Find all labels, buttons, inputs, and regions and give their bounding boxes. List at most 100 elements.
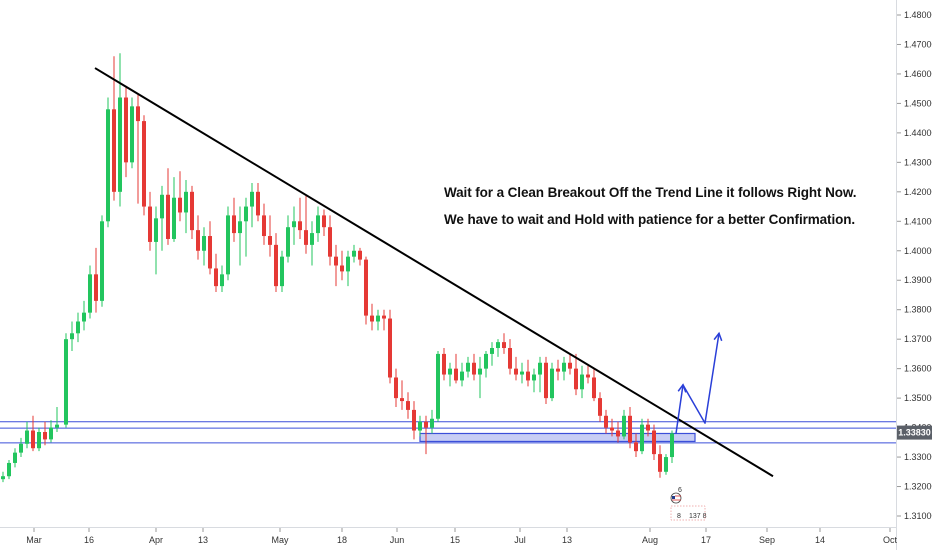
candle-body: [136, 106, 140, 122]
candle-body: [628, 415, 632, 443]
candle-body: [37, 432, 41, 449]
y-tick-label: 1.32000: [904, 482, 932, 492]
candle-body: [94, 274, 98, 301]
candle-body: [232, 215, 236, 234]
candle-body: [82, 312, 86, 322]
logo-text-c: 137 8: [689, 513, 707, 520]
candle-body: [544, 362, 548, 399]
y-tick-label: 1.42000: [904, 187, 932, 197]
candle-body: [520, 371, 524, 375]
candle-body: [304, 230, 308, 245]
candle-body: [466, 362, 470, 372]
candle-body: [184, 191, 188, 213]
candle-body: [538, 362, 542, 375]
candle-body: [88, 274, 92, 313]
candle-body: [592, 377, 596, 399]
y-tick-label: 1.46000: [904, 69, 932, 79]
candle-body: [382, 315, 386, 319]
candle-body: [334, 256, 338, 266]
candle-body: [118, 97, 122, 192]
candle-body: [502, 342, 506, 349]
trend-line-group: [94, 67, 774, 478]
candle-body: [472, 362, 476, 375]
support-zone: [419, 432, 696, 443]
candle-body: [226, 215, 230, 275]
candle-body: [388, 318, 392, 378]
candle-body: [430, 418, 434, 428]
x-tick-label: May: [271, 535, 289, 545]
candle-body: [238, 221, 242, 234]
projection-arrowhead-2: [713, 331, 723, 342]
y-tick-label: 1.36000: [904, 364, 932, 374]
candle-body: [604, 415, 608, 428]
support-zone-box: [419, 432, 696, 443]
y-tick-label: 1.47000: [904, 39, 932, 49]
candle-body: [190, 191, 194, 231]
price-tag-box: [897, 425, 932, 440]
candle-body: [202, 236, 206, 251]
x-tick-label: Jun: [390, 535, 405, 545]
y-tick-label: 1.43000: [904, 157, 932, 167]
candle-body: [496, 342, 500, 349]
candle-body: [406, 401, 410, 410]
x-tick-label: 13: [562, 535, 572, 545]
candle-body: [394, 377, 398, 399]
candle-body: [148, 206, 152, 242]
y-tick-label: 1.39000: [904, 275, 932, 285]
candle-body: [526, 371, 530, 381]
candle-body: [142, 121, 146, 207]
candle-body: [310, 233, 314, 245]
candle-body: [172, 197, 176, 239]
candle-body: [250, 191, 254, 207]
x-tick-label: 16: [84, 535, 94, 545]
y-tick-label: 1.40000: [904, 246, 932, 256]
candle-body: [646, 424, 650, 431]
candle-body: [43, 432, 47, 440]
logo-flag-circle: [670, 492, 682, 504]
candle-body: [412, 409, 416, 431]
candle-body: [352, 250, 356, 257]
trend-line: [94, 67, 774, 478]
y-tick-label: 1.44000: [904, 128, 932, 138]
candle-body: [160, 194, 164, 219]
y-tick-label: 1.38000: [904, 305, 932, 315]
candle-body: [25, 430, 29, 444]
candle-body: [616, 430, 620, 437]
candle-body: [370, 315, 374, 322]
candle-body: [442, 353, 446, 375]
candle-body: [484, 353, 488, 369]
x-tick-label: Mar: [26, 535, 42, 545]
candle-body: [418, 421, 422, 431]
candle-body: [154, 218, 158, 242]
candle-body: [19, 443, 23, 453]
candle-body: [358, 250, 362, 260]
x-tick-label: Sep: [759, 535, 775, 545]
logo-flag-canton: [672, 496, 675, 499]
candle-body: [664, 457, 668, 472]
annotation-confirmation: We have to wait and Hold with patience f…: [444, 212, 856, 227]
candle-body: [478, 368, 482, 375]
x-tick-label: Jul: [514, 535, 526, 545]
candle-body: [49, 427, 53, 440]
candle-body: [7, 462, 11, 477]
x-tick-label: 13: [198, 535, 208, 545]
candle-body: [652, 430, 656, 455]
logo-text-b: 8: [677, 513, 681, 520]
candle-body: [454, 368, 458, 381]
candle-body: [316, 215, 320, 234]
y-tick-label: 1.48000: [904, 10, 932, 20]
x-tick-label: 17: [701, 535, 711, 545]
candle-body: [436, 353, 440, 419]
logo-text-a: 6: [678, 487, 682, 494]
candle-body: [658, 454, 662, 472]
price-axis[interactable]: 1.48000 1.47000 1.46000 1.45000 1.44000 1.430…: [897, 10, 932, 521]
candle-body: [448, 368, 452, 375]
candle-body: [244, 206, 248, 222]
candle-body: [124, 97, 128, 163]
candle-body: [112, 109, 116, 192]
candle-body: [280, 256, 284, 287]
candle-body: [634, 442, 638, 452]
x-tick-label: 18: [337, 535, 347, 545]
time-axis[interactable]: Mar 16 Apr 13 May 18 Jun 15 Jul 13 Aug 17 Sep 14 Oct: [26, 528, 897, 545]
